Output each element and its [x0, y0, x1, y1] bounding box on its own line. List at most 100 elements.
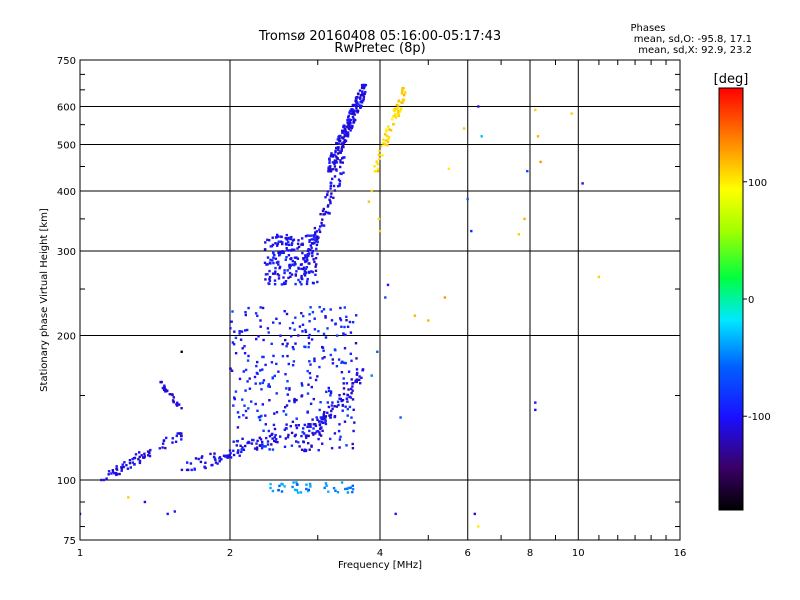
data-point: [165, 436, 168, 440]
data-point: [298, 325, 302, 328]
data-point: [218, 457, 221, 460]
data-point: [310, 385, 313, 389]
data-point: [304, 449, 307, 453]
data-point: [309, 363, 312, 366]
data-point: [201, 455, 204, 458]
data-point: [214, 458, 217, 462]
data-point: [247, 306, 250, 310]
x-tick-label: 4: [377, 548, 383, 559]
data-point: [285, 256, 288, 259]
data-point: [356, 109, 360, 112]
data-point: [253, 447, 257, 450]
data-point: [264, 414, 267, 417]
data-point: [304, 267, 308, 271]
data-point: [310, 246, 313, 249]
x-tick-label: 1: [77, 548, 83, 559]
data-point: [309, 234, 313, 237]
data-point: [259, 438, 263, 441]
data-point: [236, 426, 240, 429]
data-point: [348, 124, 351, 128]
data-point: [171, 437, 174, 440]
data-point: [165, 390, 168, 393]
data-point: [143, 452, 146, 455]
data-point: [400, 107, 403, 110]
data-point: [308, 333, 311, 337]
data-point: [344, 361, 347, 365]
data-point: [199, 460, 203, 464]
data-point: [330, 409, 333, 413]
data-point: [328, 157, 331, 161]
data-point: [301, 323, 305, 326]
data-point: [171, 393, 174, 397]
data-point: [337, 429, 341, 433]
data-point: [339, 435, 342, 438]
data-point: [337, 135, 340, 139]
data-point: [324, 419, 327, 422]
data-point: [335, 156, 338, 159]
data-point: [350, 108, 353, 111]
data-point: [358, 104, 362, 107]
data-point: [326, 411, 329, 414]
data-point: [300, 263, 303, 266]
data-point: [250, 400, 253, 403]
data-point: [314, 269, 318, 272]
data-point: [304, 328, 307, 332]
data-point: [279, 235, 282, 238]
data-point: [312, 433, 315, 436]
data-point: [246, 359, 250, 362]
data-point: [343, 420, 347, 423]
data-point: [137, 458, 140, 461]
data-point: [328, 159, 331, 162]
data-point: [344, 487, 347, 491]
data-point: [247, 354, 250, 358]
data-point: [324, 210, 327, 214]
data-point: [263, 261, 267, 264]
data-point: [295, 270, 298, 273]
data-point: [363, 85, 366, 88]
data-point: [307, 336, 310, 339]
data-point: [232, 449, 235, 452]
data-point: [331, 177, 334, 181]
data-point: [385, 128, 388, 131]
data-point: [351, 115, 355, 119]
data-point: [272, 252, 275, 255]
data-point: [229, 327, 232, 330]
data-point: [359, 382, 362, 385]
data-point: [305, 483, 308, 486]
data-point: [268, 399, 271, 402]
data-point: [232, 453, 236, 457]
data-point: [275, 261, 279, 264]
data-point: [234, 390, 238, 393]
data-point: [477, 525, 480, 528]
data-point: [326, 193, 329, 196]
data-point: [338, 138, 341, 141]
data-point: [383, 133, 387, 136]
data-point: [327, 204, 330, 207]
data-point: [343, 133, 347, 136]
data-point: [334, 323, 337, 326]
data-point: [273, 283, 277, 286]
data-point: [315, 240, 318, 243]
data-point: [327, 490, 330, 493]
data-point: [329, 195, 333, 198]
data-point: [306, 249, 310, 253]
data-point: [213, 457, 217, 460]
data-point: [309, 402, 313, 405]
data-point: [262, 429, 265, 432]
data-point: [261, 444, 264, 448]
data-point: [120, 469, 123, 472]
data-point: [346, 393, 349, 397]
data-point: [272, 354, 275, 358]
data-point: [302, 427, 305, 430]
data-point: [107, 470, 111, 473]
data-point: [291, 263, 294, 266]
data-point: [387, 136, 391, 139]
data-point: [285, 233, 288, 237]
data-point: [284, 437, 287, 440]
data-point: [318, 433, 321, 436]
data-point: [386, 144, 389, 147]
data-point: [163, 386, 166, 389]
data-point: [330, 447, 334, 450]
data-point: [293, 248, 296, 251]
data-point: [397, 111, 400, 114]
